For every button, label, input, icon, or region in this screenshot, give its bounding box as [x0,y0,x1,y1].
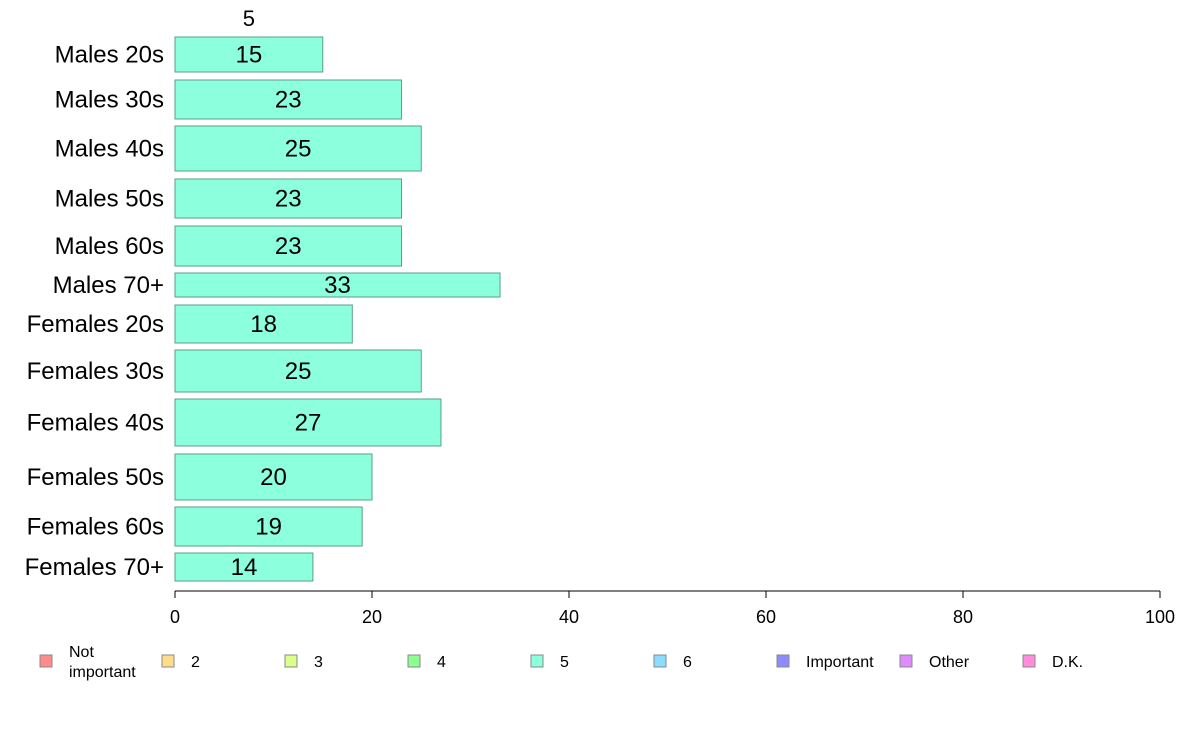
legend-swatch [284,654,298,668]
x-tick-label: 20 [362,607,382,627]
x-axis: 0 20 40 60 80 100 [170,590,1175,627]
x-tick-label: 40 [559,607,579,627]
legend-swatch [39,654,53,668]
legend-label: D.K. [1052,654,1083,671]
legend-label: Not important [69,644,136,681]
x-tick-label: 0 [170,607,180,627]
bar [174,349,422,393]
legend-swatch [653,654,667,668]
category-label: Females 50s [27,464,164,491]
data-label: 15 [236,42,263,69]
bar [174,552,314,582]
legend-label: 3 [314,654,323,671]
x-tick-label: 80 [953,607,973,627]
legend-label: 5 [560,654,569,671]
legend-label: 4 [437,654,446,671]
legend-swatch [1022,654,1036,668]
bar [174,36,324,73]
data-label: 23 [275,87,302,114]
x-tick-label: 60 [756,607,776,627]
category-label: Females 70+ [25,554,164,581]
category-label: Females 30s [27,358,164,385]
bar [174,453,373,501]
legend-swatch [161,654,175,668]
bar [174,178,403,219]
bar [174,225,403,267]
data-label: 27 [295,410,322,437]
data-label: 25 [285,358,312,385]
legend-label: Other [929,654,970,671]
category-label: Females 40s [27,410,164,437]
legend: Not important 2 3 4 5 6 Important Other D.K. [39,644,1083,681]
data-label: 25 [285,136,312,163]
data-label: 20 [260,464,287,491]
data-label: 33 [324,272,351,299]
legend-label: 2 [191,654,200,671]
legend-label: Important [806,654,874,671]
category-label: Females 20s [27,311,164,338]
category-label: Males 20s [55,42,164,69]
category-label: Males 40s [55,136,164,163]
category-label: Males 50s [55,186,164,213]
category-label: Males 70+ [53,272,164,299]
data-label: 23 [275,233,302,260]
category-label: Males 30s [55,87,164,114]
category-label: Males 60s [55,233,164,260]
legend-swatch [899,654,913,668]
legend-swatch [776,654,790,668]
legend-swatch [530,654,544,668]
bar [174,272,501,298]
bar [174,125,422,172]
series-label: 5 [243,6,255,31]
data-label: 14 [231,554,258,581]
category-label: Females 60s [27,514,164,541]
bar [174,506,363,547]
x-tick-label: 100 [1145,607,1175,627]
legend-label: 6 [683,654,692,671]
data-label: 18 [250,311,277,338]
legend-swatch [407,654,421,668]
bar [174,304,353,344]
bar [174,79,403,120]
bar [174,398,442,447]
bars-group: 5 Males 20s 15 Males 30s 23 Males 40s 25 Males … [25,6,501,582]
data-label: 23 [275,186,302,213]
data-label: 19 [255,514,282,541]
